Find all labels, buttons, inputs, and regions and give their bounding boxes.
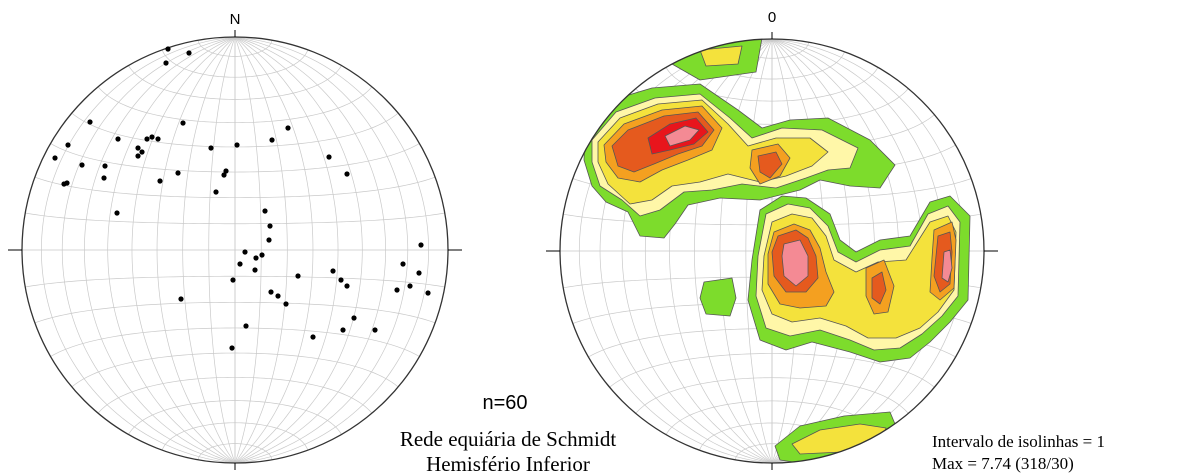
pole-point [221, 172, 227, 178]
pole-point [372, 327, 378, 333]
contour-yellow [699, 45, 743, 67]
pole-point [259, 252, 265, 258]
pole-point [268, 289, 274, 295]
pole-point [135, 153, 141, 159]
pole-points [52, 46, 431, 351]
pole-point [208, 145, 214, 151]
max-density-label: Max = 7.74 (318/30) [932, 454, 1074, 473]
pole-point [326, 154, 332, 160]
pole-point [65, 142, 71, 148]
pole-point [243, 323, 249, 329]
contour-dark-orange [871, 271, 887, 305]
pole-point [285, 125, 291, 131]
pole-point [283, 301, 289, 307]
pole-point [266, 237, 272, 243]
contour-pink [664, 125, 700, 147]
pole-point [253, 255, 259, 261]
pole-point [115, 136, 121, 142]
pole-point [114, 210, 120, 216]
pole-point [269, 137, 275, 143]
pole-point [144, 136, 150, 142]
pole-point [242, 249, 248, 255]
contour-pink [781, 239, 809, 287]
pole-point [101, 175, 107, 181]
pole-point [234, 142, 240, 148]
left-stereonet: N [8, 11, 462, 470]
pole-point [351, 315, 357, 321]
pole-point [252, 267, 258, 273]
pole-point [139, 149, 145, 155]
pole-point [157, 178, 163, 184]
pole-point [262, 208, 268, 214]
pole-point [267, 223, 273, 229]
pole-point [79, 162, 85, 168]
contour-green [699, 277, 737, 317]
pole-point [180, 120, 186, 126]
pole-point [338, 277, 344, 283]
pole-point [213, 189, 219, 195]
pole-point [275, 293, 281, 299]
pole-point [61, 181, 67, 187]
contour-dark-orange [757, 151, 783, 179]
pole-point [229, 345, 235, 351]
pole-point [344, 171, 350, 177]
caption-net-type: Rede equiária de Schmidt [400, 427, 617, 451]
pole-point [163, 60, 169, 66]
pole-point [175, 170, 181, 176]
pole-point [135, 145, 141, 151]
contour-interval-label: Intervalo de isolinhas = 1 [932, 432, 1105, 451]
left-net-grid [22, 36, 448, 464]
pole-point [416, 270, 422, 276]
pole-point [102, 163, 108, 169]
pole-point [340, 327, 346, 333]
pole-point [87, 119, 93, 125]
pole-point [407, 283, 413, 289]
pole-point [223, 168, 229, 174]
pole-point [230, 277, 236, 283]
pole-point [400, 261, 406, 267]
pole-point [394, 287, 400, 293]
right-stereonet: 0 [546, 9, 998, 470]
pole-point [418, 242, 424, 248]
pole-point [52, 155, 58, 161]
pole-point [425, 290, 431, 296]
right-north-label: 0 [768, 9, 776, 26]
pole-point [155, 136, 161, 142]
pole-point [310, 334, 316, 340]
caption-hemisphere: Hemisfério Inferior [426, 452, 590, 476]
pole-point [295, 273, 301, 279]
left-north-label: N [230, 11, 241, 28]
pole-point [344, 283, 350, 289]
sample-count-label: n=60 [482, 392, 527, 414]
pole-point [330, 268, 336, 274]
pole-point [186, 50, 192, 56]
pole-point [237, 261, 243, 267]
pole-point [149, 134, 155, 140]
pole-point [165, 46, 171, 52]
pole-point [178, 296, 184, 302]
contour-pink [941, 249, 953, 283]
